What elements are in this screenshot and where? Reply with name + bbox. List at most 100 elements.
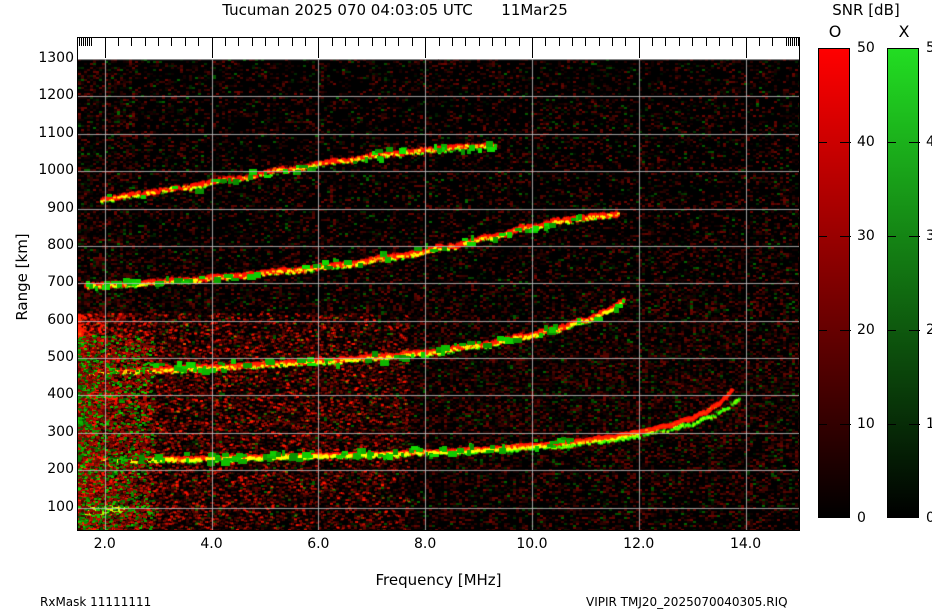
colorbar-x-tick-label: 10 <box>926 416 932 432</box>
axis-tick <box>198 38 199 46</box>
x-tick-label: 14.0 <box>729 536 762 552</box>
axis-tick <box>479 38 480 46</box>
colorbar-x-tick-mark-inner <box>888 424 896 425</box>
colorbar-o-tick-mark <box>840 142 851 143</box>
colorbar-x-tick-label: 0 <box>926 510 932 526</box>
axis-tick <box>665 38 666 46</box>
colorbar-o-tick-mark <box>840 424 851 425</box>
x-tick-label: 6.0 <box>307 536 330 552</box>
axis-tick <box>679 38 680 46</box>
axis-tick <box>439 38 440 46</box>
rxmask-label: RxMask 11111111 <box>40 595 152 609</box>
axis-tick <box>625 38 626 46</box>
axis-tick <box>79 38 80 46</box>
colorbar-title: SNR [dB] <box>832 1 900 19</box>
colorbar-o-tick-mark-inner <box>819 330 827 331</box>
axis-tick <box>788 38 789 46</box>
axis-tick <box>772 38 773 46</box>
colorbar-o-tick-mark-inner <box>819 236 827 237</box>
axis-tick <box>545 38 546 46</box>
axis-tick <box>790 38 791 46</box>
axis-tick <box>318 38 319 58</box>
source-file-label: VIPIR TMJ20_2025070040305.RIQ <box>586 595 788 609</box>
page-title: Tucuman 2025 070 04:03:05 UTC 11Mar25 <box>222 1 568 19</box>
axis-tick <box>91 38 92 46</box>
y-tick-label: 500 <box>47 349 74 366</box>
axis-tick <box>746 38 747 58</box>
y-tick-label: 1100 <box>38 124 74 141</box>
colorbar-o-gradient <box>818 48 850 518</box>
axis-tick <box>639 38 640 58</box>
axis-tick <box>252 38 253 46</box>
colorbar-o-tick-mark-inner <box>819 424 827 425</box>
axis-tick <box>532 38 533 58</box>
axis-tick <box>372 38 373 46</box>
y-tick-label: 1000 <box>38 162 74 179</box>
axis-tick <box>85 38 86 46</box>
axis-tick <box>492 38 493 46</box>
axis-tick <box>719 38 720 46</box>
axis-tick <box>585 38 586 46</box>
x-tick-label: 2.0 <box>93 536 116 552</box>
colorbar-o-tick-label: 10 <box>857 416 875 432</box>
axis-tick <box>332 38 333 46</box>
y-tick-label: 700 <box>47 274 74 291</box>
colorbar-x-tick-mark <box>909 236 920 237</box>
axis-tick <box>89 38 90 46</box>
axis-tick <box>81 38 82 46</box>
colorbar-x-tick-label: 50 <box>926 40 932 56</box>
colorbar-x-tick-label: 30 <box>926 228 932 244</box>
axis-tick <box>706 38 707 46</box>
axis-tick <box>572 38 573 46</box>
y-tick-label: 600 <box>47 311 74 328</box>
colorbar-x-label: X <box>898 22 910 41</box>
colorbar-x-tick-mark <box>909 330 920 331</box>
axis-tick <box>345 38 346 46</box>
axis-tick <box>796 38 797 46</box>
colorbar-o-tick-label: 0 <box>857 510 866 526</box>
x-tick-label: 10.0 <box>516 536 548 552</box>
x-tick-label: 8.0 <box>414 536 437 552</box>
colorbar-o-tick-mark-inner <box>819 142 827 143</box>
colorbar-o-tick-label: 40 <box>857 134 875 150</box>
axis-tick <box>612 38 613 46</box>
axis-tick <box>599 38 600 46</box>
axis-tick <box>185 38 186 46</box>
ionogram-data-area[interactable] <box>78 59 799 530</box>
colorbar-x-tick-mark <box>909 424 920 425</box>
axis-tick <box>265 38 266 46</box>
top-tick-strip <box>78 38 799 59</box>
axis-tick <box>105 38 106 58</box>
colorbar-o-tick-mark <box>840 330 851 331</box>
axis-tick <box>305 38 306 46</box>
ionogram-canvas[interactable] <box>78 59 799 530</box>
axis-tick <box>792 38 793 46</box>
colorbar-x-tick-label: 40 <box>926 134 932 150</box>
axis-tick <box>131 38 132 46</box>
colorbar-x-tick-mark-inner <box>888 142 896 143</box>
axis-tick <box>412 38 413 46</box>
axis-tick <box>794 38 795 46</box>
colorbar-x-tick-mark <box>909 142 920 143</box>
axis-tick <box>786 38 787 46</box>
x-tick-label: 12.0 <box>623 536 655 552</box>
axis-tick <box>145 38 146 46</box>
axis-tick <box>452 38 453 46</box>
x-axis-label: Frequency [MHz] <box>375 571 502 589</box>
colorbar-x-gradient <box>887 48 919 518</box>
colorbar-x-tick-label: 20 <box>926 322 932 338</box>
axis-tick <box>505 38 506 46</box>
y-tick-label: 100 <box>47 498 74 515</box>
axis-tick <box>398 38 399 46</box>
colorbar-o-tick-label: 50 <box>857 40 875 56</box>
axis-tick <box>465 38 466 46</box>
axis-tick <box>292 38 293 46</box>
plot-frame[interactable] <box>77 37 800 531</box>
axis-tick <box>278 38 279 46</box>
axis-tick <box>83 38 84 46</box>
axis-tick <box>519 38 520 46</box>
colorbar-o-tick-mark <box>840 236 851 237</box>
axis-tick <box>358 38 359 46</box>
y-tick-label: 300 <box>47 423 74 440</box>
